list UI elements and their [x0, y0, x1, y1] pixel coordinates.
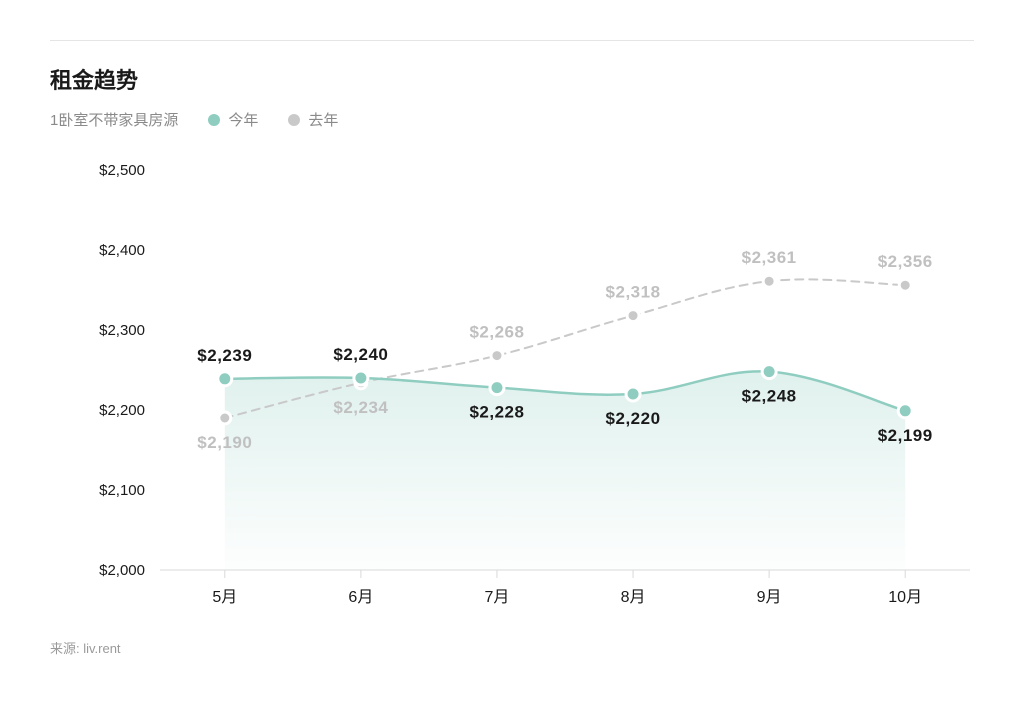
svg-text:8月: 8月: [621, 589, 646, 606]
legend-label-this-year: 今年: [228, 109, 258, 130]
source-text: 来源: liv.rent: [50, 638, 974, 657]
subtitle-row: 1卧室不带家具房源 今年 去年: [50, 109, 974, 130]
legend-this-year: 今年: [208, 109, 258, 130]
svg-text:9月: 9月: [757, 589, 782, 606]
subtitle-text: 1卧室不带家具房源: [50, 109, 178, 130]
top-divider: [50, 40, 974, 41]
chart-area: $2,000 $2,100 $2,200 $2,300 $2,400 $2,500 5月 6月…: [50, 150, 970, 620]
svg-text:$2,356: $2,356: [878, 252, 933, 271]
legend-last-year: 去年: [288, 109, 338, 130]
svg-text:$2,500: $2,500: [99, 162, 145, 179]
svg-text:$2,239: $2,239: [197, 346, 252, 365]
svg-text:$2,234: $2,234: [333, 398, 388, 417]
svg-text:$2,190: $2,190: [197, 433, 252, 452]
svg-text:$2,220: $2,220: [606, 409, 661, 428]
svg-text:$2,200: $2,200: [99, 402, 145, 419]
svg-text:$2,240: $2,240: [333, 345, 388, 364]
svg-text:6月: 6月: [348, 589, 373, 606]
svg-text:$2,000: $2,000: [99, 562, 145, 579]
svg-text:$2,228: $2,228: [469, 403, 524, 422]
chart-title: 租金趋势: [50, 63, 974, 95]
svg-text:5月: 5月: [212, 589, 237, 606]
svg-text:$2,248: $2,248: [742, 387, 797, 406]
svg-text:$2,361: $2,361: [742, 248, 797, 267]
legend-label-last-year: 去年: [308, 109, 338, 130]
chart-container: 租金趋势 1卧室不带家具房源 今年 去年 $2,000$2,100$2,200$…: [0, 0, 1024, 717]
legend-dot-last-year: [288, 114, 300, 126]
svg-text:$2,300: $2,300: [99, 322, 145, 339]
svg-text:$2,268: $2,268: [469, 323, 524, 342]
svg-text:$2,199: $2,199: [878, 426, 933, 445]
svg-text:$2,100: $2,100: [99, 482, 145, 499]
legend-dot-this-year: [208, 114, 220, 126]
svg-text:$2,318: $2,318: [606, 283, 661, 302]
svg-text:7月: 7月: [485, 589, 510, 606]
svg-text:$2,400: $2,400: [99, 242, 145, 259]
svg-text:10月: 10月: [888, 589, 922, 606]
line-chart: $2,000 $2,100 $2,200 $2,300 $2,400 $2,500 5月 6月…: [50, 150, 970, 620]
